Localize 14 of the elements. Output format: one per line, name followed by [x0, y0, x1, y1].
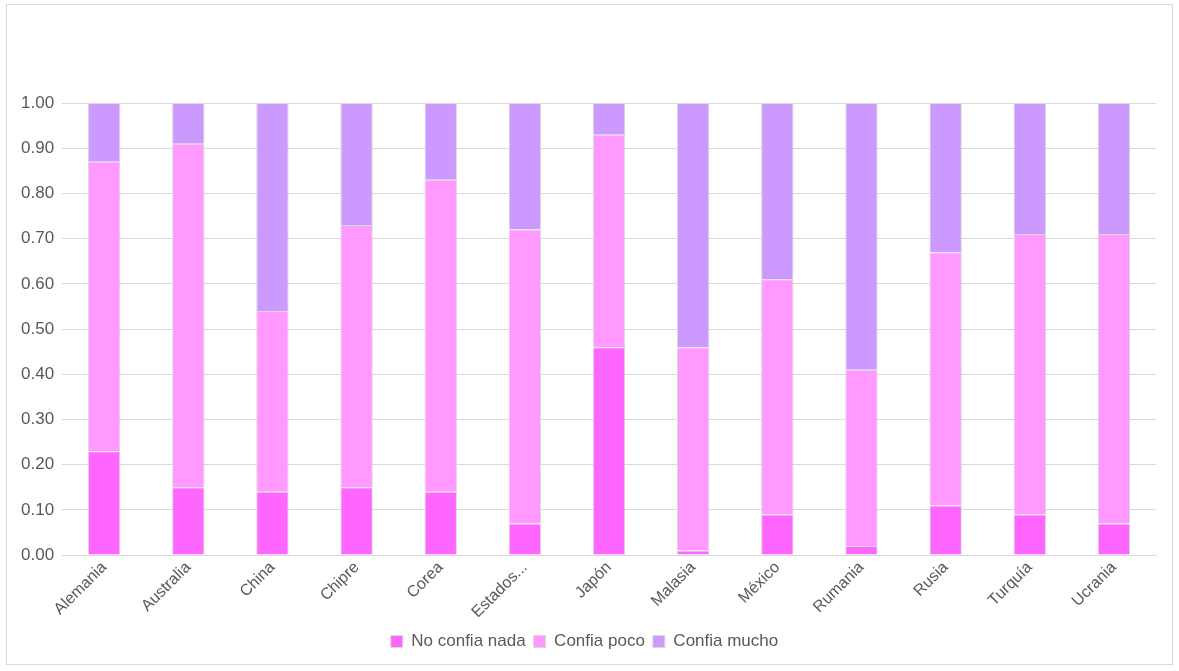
y-tick-label: 1.00 [20, 92, 55, 112]
y-tick-label: 0.80 [20, 183, 55, 203]
y-tick-label: 0.60 [20, 273, 55, 293]
legend-label: Confia mucho [673, 631, 779, 651]
y-tick-label: 0.70 [20, 228, 55, 248]
y-tick-label: 0.40 [20, 363, 55, 383]
y-tick-label: 0.50 [20, 318, 55, 338]
y-tick-label: 0.30 [20, 409, 55, 429]
y-tick-label: 0.00 [20, 544, 55, 564]
y-tick-label: 0.10 [20, 499, 55, 519]
y-tick-label: 0.20 [20, 454, 55, 474]
legend-label: Confia poco [554, 631, 645, 651]
legend-label: No confia nada [411, 631, 527, 651]
y-tick-label: 0.90 [20, 137, 55, 157]
